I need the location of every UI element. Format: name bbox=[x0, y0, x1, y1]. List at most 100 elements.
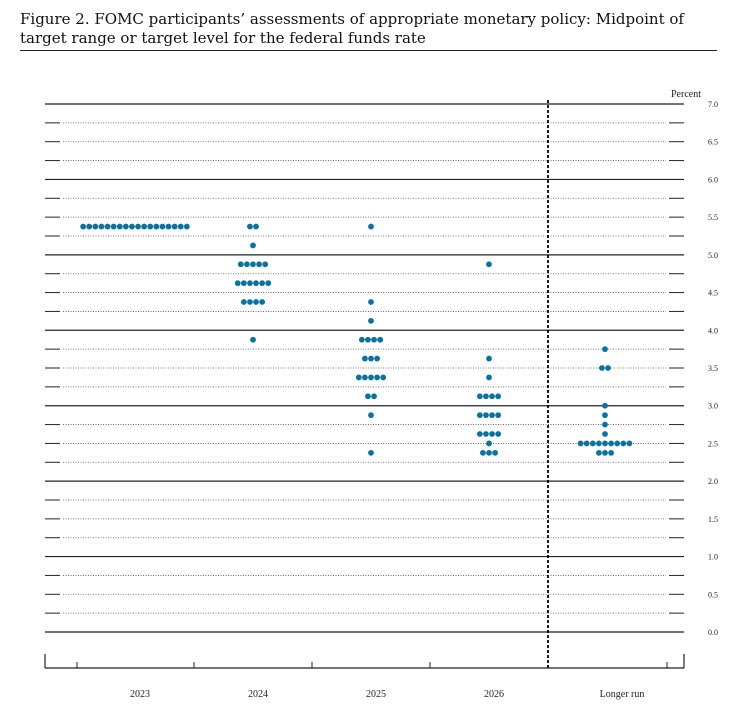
participant-dot bbox=[262, 261, 269, 268]
participant-dot bbox=[476, 431, 483, 437]
x-category-label: 2024 bbox=[248, 689, 268, 700]
participant-dot bbox=[240, 280, 247, 287]
participant-dot bbox=[122, 223, 129, 230]
participant-dot bbox=[583, 440, 590, 447]
participant-dot bbox=[605, 365, 611, 371]
participant-dot bbox=[358, 336, 365, 343]
participant-dot bbox=[589, 440, 596, 447]
x-axis: 2023 2024 2025 2026 Longer run bbox=[44, 100, 685, 700]
participant-dot bbox=[489, 431, 495, 437]
y-tick-label: 2.0 bbox=[708, 477, 718, 486]
participant-dot bbox=[480, 449, 486, 456]
participant-dot bbox=[234, 280, 241, 287]
participant-dot bbox=[486, 449, 492, 456]
participant-dot bbox=[476, 412, 483, 419]
x-category-label: 2025 bbox=[366, 689, 386, 700]
participant-dot bbox=[171, 223, 178, 230]
participant-dot bbox=[614, 440, 621, 447]
y-tick-label: 1.0 bbox=[708, 553, 718, 562]
title-rule bbox=[20, 50, 717, 51]
y-tick-label: 6.0 bbox=[708, 175, 718, 184]
participant-dot bbox=[110, 223, 117, 230]
participant-dot bbox=[253, 280, 259, 287]
x-category-label: 2023 bbox=[130, 689, 150, 700]
y-tick-label: 3.5 bbox=[708, 364, 718, 373]
participant-dot bbox=[250, 261, 256, 268]
participant-dot bbox=[250, 242, 256, 249]
participant-dot bbox=[362, 355, 368, 362]
participant-dot bbox=[602, 421, 608, 428]
participant-dot bbox=[250, 336, 256, 343]
participant-dot bbox=[371, 393, 377, 400]
participant-dot bbox=[247, 223, 253, 230]
participant-dot bbox=[247, 280, 253, 287]
participant-dot bbox=[489, 412, 495, 419]
participant-dot bbox=[237, 261, 244, 268]
participant-dot bbox=[483, 393, 489, 400]
participant-dot bbox=[374, 374, 380, 381]
participant-dot bbox=[495, 412, 502, 419]
participant-dot bbox=[135, 223, 141, 230]
participant-dot bbox=[253, 223, 259, 230]
participant-dot bbox=[159, 223, 166, 230]
participant-dot bbox=[492, 449, 498, 456]
participant-dot bbox=[368, 412, 374, 419]
y-tick-label: 1.5 bbox=[708, 515, 718, 524]
participant-dot bbox=[599, 365, 605, 371]
participant-dot bbox=[486, 374, 492, 381]
participant-dot bbox=[368, 355, 374, 362]
participant-dot bbox=[495, 393, 502, 400]
participant-dot bbox=[377, 336, 384, 343]
participant-dot bbox=[183, 223, 190, 230]
participant-dot bbox=[495, 431, 502, 437]
participant-dot bbox=[602, 449, 608, 456]
participant-dot bbox=[596, 449, 602, 456]
y-tick-label: 7.0 bbox=[708, 100, 718, 109]
y-tick-label: 3.0 bbox=[708, 402, 718, 411]
participant-dot bbox=[602, 412, 608, 419]
y-tick-label: 5.5 bbox=[708, 213, 718, 222]
figure-title: Figure 2. FOMC participants’ assessments… bbox=[20, 10, 684, 47]
participant-dot bbox=[608, 440, 614, 447]
participant-dot bbox=[371, 336, 377, 343]
participant-dot bbox=[240, 299, 247, 305]
participant-dot bbox=[365, 336, 371, 343]
participant-dot bbox=[483, 412, 489, 419]
participant-dot bbox=[259, 280, 266, 287]
participant-dot bbox=[486, 440, 492, 447]
participant-dot bbox=[368, 299, 374, 305]
y-tick-label: 4.0 bbox=[708, 326, 718, 335]
participant-dot bbox=[265, 280, 272, 287]
participant-dot bbox=[80, 223, 87, 230]
participant-dot bbox=[380, 374, 387, 381]
participant-dot bbox=[247, 299, 253, 305]
participant-dot bbox=[92, 223, 99, 230]
participant-dot bbox=[368, 317, 374, 324]
participant-dot bbox=[483, 431, 489, 437]
participant-dot bbox=[256, 261, 262, 268]
participant-dot bbox=[244, 261, 250, 268]
participant-dot bbox=[486, 261, 492, 268]
participant-dot bbox=[365, 393, 371, 400]
participant-dot bbox=[147, 223, 154, 230]
participant-dot bbox=[596, 440, 602, 447]
participant-dot bbox=[486, 355, 492, 362]
participant-dot bbox=[153, 223, 160, 230]
participant-dot bbox=[476, 393, 483, 400]
dots-layer bbox=[80, 223, 633, 456]
gridlines bbox=[45, 103, 684, 633]
participant-dot bbox=[602, 431, 608, 437]
participant-dot bbox=[104, 223, 111, 230]
participant-dot bbox=[620, 440, 627, 447]
participant-dot bbox=[368, 374, 374, 381]
participant-dot bbox=[626, 440, 633, 447]
y-tick-label: 0.5 bbox=[708, 590, 718, 599]
y-tick-label: 4.5 bbox=[708, 289, 718, 298]
participant-dot bbox=[362, 374, 368, 381]
participant-dot bbox=[602, 440, 608, 447]
y-tick-label: 0.0 bbox=[708, 628, 718, 637]
y-tick-label: 2.5 bbox=[708, 439, 718, 448]
participant-dot bbox=[608, 449, 614, 456]
participant-dot bbox=[116, 223, 123, 230]
